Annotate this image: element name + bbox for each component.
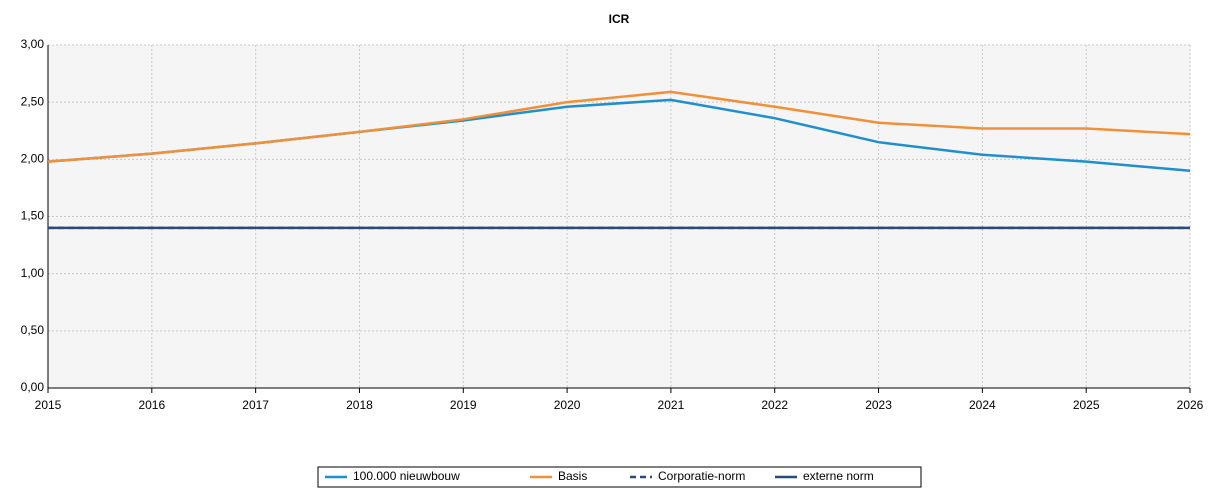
legend-label: 100.000 nieuwbouw xyxy=(353,469,460,483)
y-tick-label: 1,50 xyxy=(21,209,45,223)
chart-title: ICR xyxy=(609,12,630,26)
y-tick-label: 3,00 xyxy=(21,37,45,51)
x-tick-label: 2015 xyxy=(35,398,62,412)
x-tick-label: 2025 xyxy=(1073,398,1100,412)
legend-box xyxy=(317,466,922,488)
x-tick-label: 2026 xyxy=(1177,398,1204,412)
x-tick-label: 2020 xyxy=(554,398,581,412)
x-tick-label: 2019 xyxy=(450,398,477,412)
y-tick-label: 1,00 xyxy=(21,266,45,280)
y-tick-label: 2,00 xyxy=(21,152,45,166)
y-tick-label: 0,50 xyxy=(21,323,45,337)
y-tick-label: 2,50 xyxy=(21,94,45,108)
legend-item: Basis xyxy=(530,469,587,483)
legend-item: externe norm xyxy=(775,469,874,483)
y-tick-label: 0,00 xyxy=(21,380,45,394)
series-line xyxy=(47,90,1191,163)
x-tick-label: 2018 xyxy=(346,398,373,412)
x-tick-label: 2017 xyxy=(242,398,269,412)
x-tick-label: 2024 xyxy=(969,398,996,412)
x-tick-label: 2016 xyxy=(138,398,165,412)
x-tick-label: 2023 xyxy=(865,398,892,412)
legend-item: 100.000 nieuwbouw xyxy=(325,469,460,483)
legend-label: Basis xyxy=(558,469,587,483)
legend-item: Corporatie-norm xyxy=(630,469,745,483)
x-tick-label: 2022 xyxy=(761,398,788,412)
legend-label: Corporatie-norm xyxy=(658,469,745,483)
legend-label: externe norm xyxy=(803,469,874,483)
x-tick-label: 2021 xyxy=(658,398,685,412)
